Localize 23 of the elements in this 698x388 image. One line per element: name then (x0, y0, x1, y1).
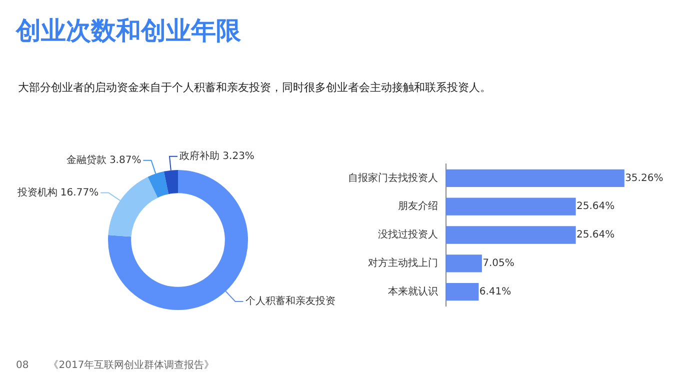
slice-label: 金融贷款 3.87% (66, 154, 142, 166)
bar (446, 198, 576, 216)
chart-subtitle: 大部分创业者的启动资金来自于个人积蓄和亲友投资，同时很多创业者会主动接触和联系投资人。 (18, 80, 491, 95)
text: 《2017年互联网创业群体调查报告》 (48, 360, 214, 371)
slice-label: 政府补助 3.23% (179, 150, 254, 162)
chart-title: 创业次数和创业年限 (16, 15, 241, 47)
bar (446, 226, 576, 244)
bar (446, 169, 624, 188)
data-label: 7.05% (482, 258, 514, 269)
slice-label: 个人积蓄和亲友投资 (245, 295, 336, 308)
bar (446, 282, 479, 301)
bar (446, 254, 482, 272)
y-tick-label: 本来就认识 (388, 285, 438, 298)
y-tick-label: 对方主动找上门 (368, 256, 438, 269)
data-label: 25.64% (576, 230, 615, 241)
y-tick-label: 朋友介绍 (398, 200, 438, 212)
data-label: 35.26% (625, 172, 664, 184)
slice-label: 投资机构 16.77% (16, 186, 99, 198)
y-tick-label: 没找过投资人 (378, 228, 438, 241)
data-label: 25.64% (576, 201, 615, 212)
y-tick-label: 自报家门去找投资人 (348, 172, 438, 184)
data-label: 6.41% (479, 286, 512, 298)
text: 08 (16, 360, 29, 371)
